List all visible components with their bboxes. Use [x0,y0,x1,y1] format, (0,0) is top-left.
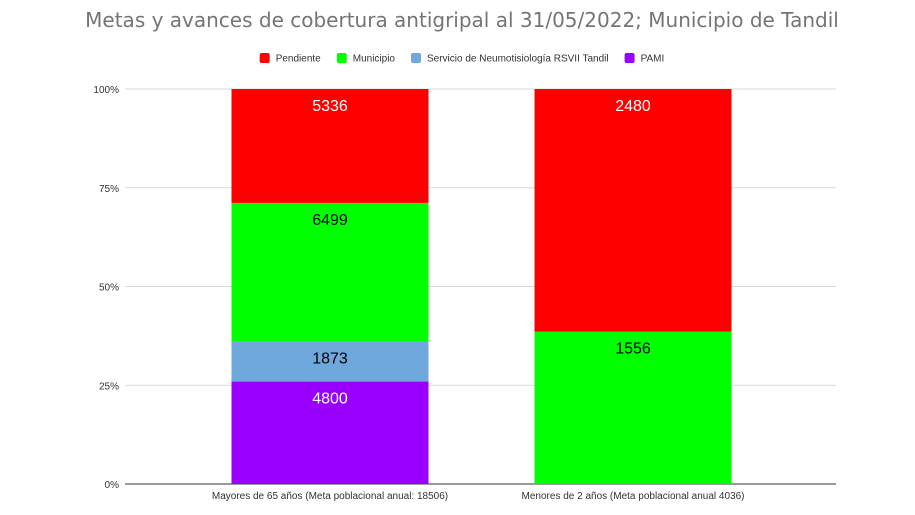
legend: Pendiente Municipio Servicio de Neumotisio… [259,53,665,65]
legend-swatch-municipio [336,53,347,63]
data-label-pendiente-0: 5336 [312,98,348,115]
data-label-pendiente-1: 2480 [615,98,651,115]
y-tick-label: 0% [105,480,120,491]
bar-segment-pendiente-1 [534,89,732,332]
legend-label-pendiente: Pendiente [276,54,321,65]
bars [231,89,732,484]
x-category-label-1: Menores de 2 años (Meta poblacional anua… [522,491,745,502]
data-label-municipio-1: 1556 [615,341,651,358]
legend-label-municipio: Municipio [353,54,396,65]
legend-swatch-pami [624,53,635,63]
x-category-label-0: Mayores de 65 años (Meta poblacional anu… [212,491,448,502]
data-labels: 4800 1873 6499 5336 1556 2480 [312,98,651,408]
bar-segment-municipio-1 [534,331,732,484]
bar-segment-municipio-0 [231,202,429,342]
bar-segment-pendiente-0 [231,89,429,203]
data-label-servicio-de-neumotisiologia-rsvii-tandil-0: 1873 [312,351,348,368]
data-label-pami-0: 4800 [312,391,348,408]
bar-segment-pami-0 [231,381,429,484]
legend-label-servicio-de-neumotisiologia-rsvii-tandil: Servicio de Neumotisiología RSVII Tandil [427,54,609,65]
legend-swatch-pendiente [259,53,270,63]
y-tick-label: 25% [99,381,119,392]
y-tick-label: 100% [93,85,119,96]
y-tick-label: 50% [99,283,119,294]
chart-title: Metas y avances de cobertura antigripal … [85,8,839,32]
x-axis: Mayores de 65 años (Meta poblacional anu… [212,491,745,502]
data-label-municipio-0: 6499 [312,212,348,229]
y-tick-label: 75% [99,184,119,195]
legend-swatch-servicio-de-neumotisiologia-rsvii-tandil [411,53,421,63]
bar-segment-servicio-de-neumotisiologia-rsvii-tandil-0 [231,341,429,382]
legend-label-pami: PAMI [641,54,665,65]
